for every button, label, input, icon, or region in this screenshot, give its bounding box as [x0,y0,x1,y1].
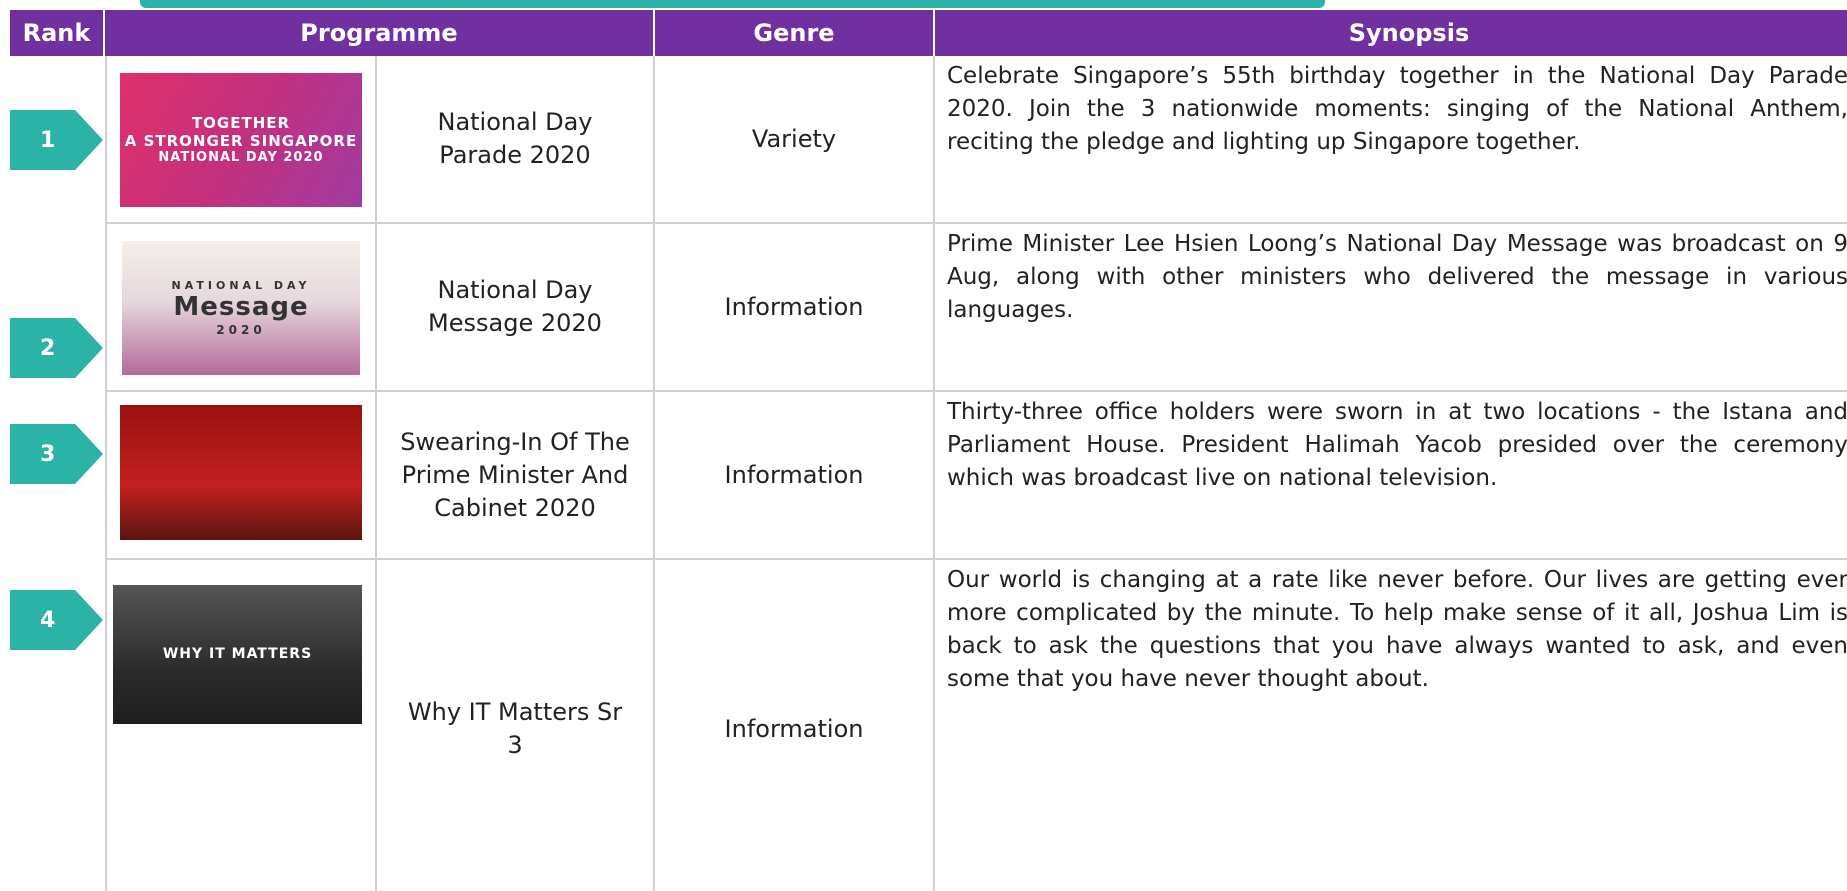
programme-name: Why IT Matters Sr 3 [377,560,655,891]
genre: Information [655,392,935,560]
programme-name: Swearing-In Of The Prime Minister And Ca… [377,392,655,560]
row-cell-image [105,224,377,392]
genre: Information [655,560,935,891]
rank-badge: 2 [10,318,103,378]
row-cell-image [105,56,377,224]
thumbnail: NATIONAL DAY Message 2020 [122,241,360,375]
thumbnail-text: A STRONGER SINGAPORE [124,132,358,151]
thumbnail-text: Message [173,291,309,322]
synopsis: Celebrate Singapore’s 55th birthday toge… [935,56,1847,224]
row-cell-image [105,560,377,891]
synopsis: Prime Minister Lee Hsien Loong’s Nationa… [935,224,1847,392]
header-programme: Programme [105,10,655,56]
thumbnail-text: 2020 [216,322,266,337]
thumbnail-text: NATIONAL DAY [171,278,311,292]
programme-name: National Day Message 2020 [377,224,655,392]
rank-badge: 3 [10,424,103,484]
header-genre: Genre [655,10,935,56]
thumbnail-text: TOGETHER [191,114,291,133]
synopsis: Our world is changing at a rate like nev… [935,560,1847,891]
synopsis: Thirty-three office holders were sworn i… [935,392,1847,560]
top-bar [140,0,1325,8]
thumbnail: TOGETHER A STRONGER SINGAPORE NATIONAL DAY… [120,73,362,207]
genre: Information [655,224,935,392]
programme-name: National Day Parade 2020 [377,56,655,224]
header-rank: Rank [10,10,105,56]
thumbnail-text: NATIONAL DAY 2020 [158,150,324,166]
rank-badge: 4 [10,590,103,650]
genre: Variety [655,56,935,224]
thumbnail [120,405,362,540]
thumbnail-text: WHY IT MATTERS [162,646,313,663]
rank-badge: 1 [10,110,103,170]
row-cell-image [105,392,377,560]
header-synopsis: Synopsis [935,10,1847,56]
thumbnail: WHY IT MATTERS [113,585,362,724]
